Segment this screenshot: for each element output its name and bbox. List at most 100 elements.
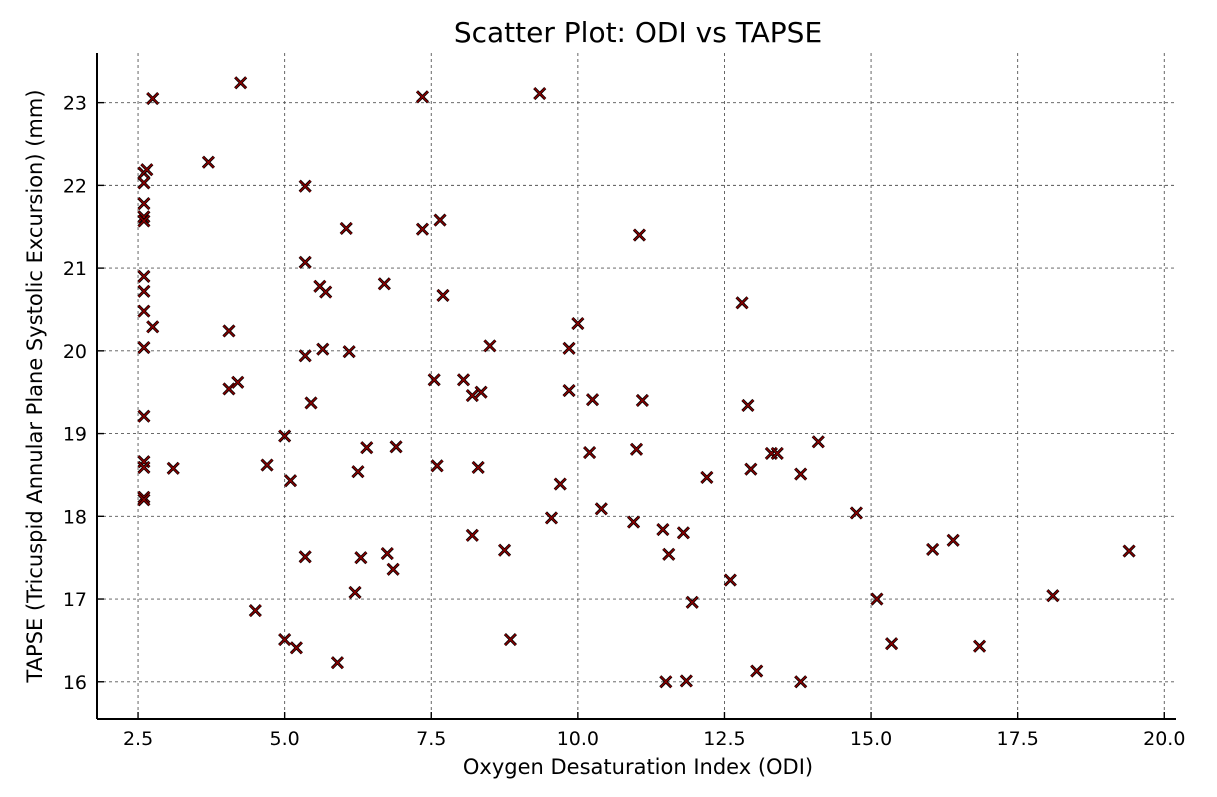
point-marker xyxy=(947,534,960,547)
scatter-point xyxy=(465,388,479,403)
point-marker xyxy=(137,461,150,474)
point-marker xyxy=(284,474,297,487)
point-marker xyxy=(416,223,429,236)
point-marker xyxy=(741,399,754,412)
point-marker xyxy=(885,637,898,650)
x-tick-label: 5.0 xyxy=(270,728,300,750)
scatter-point xyxy=(146,91,160,106)
point-marker xyxy=(771,447,784,460)
y-tick-label: 23 xyxy=(63,93,87,115)
scatter-point xyxy=(260,458,274,472)
y-tick-label: 20 xyxy=(63,341,87,363)
scatter-point xyxy=(544,511,559,525)
point-marker xyxy=(973,640,986,653)
scatter-point xyxy=(436,288,450,302)
y-axis-label: TAPSE (Tricuspid Annular Plane Systolic … xyxy=(23,89,47,683)
x-tick-label: 12.5 xyxy=(703,728,745,750)
point-marker xyxy=(351,465,364,478)
point-marker xyxy=(627,516,640,529)
scatter-point xyxy=(679,674,693,688)
point-marker xyxy=(436,289,449,302)
scatter-point xyxy=(700,470,714,484)
point-marker xyxy=(636,394,649,407)
y-tick-label: 19 xyxy=(63,424,87,446)
point-marker xyxy=(349,586,362,599)
scatter-point xyxy=(562,341,576,355)
scatter-point xyxy=(354,551,368,565)
scatter-point xyxy=(298,550,312,564)
point-marker xyxy=(504,633,517,646)
point-marker xyxy=(299,256,312,269)
point-marker xyxy=(416,90,429,103)
scatter-point xyxy=(503,633,517,647)
y-tick-label: 18 xyxy=(63,506,87,528)
point-marker xyxy=(343,345,356,358)
scatter-point xyxy=(741,398,755,413)
scatter-point xyxy=(140,163,154,177)
scatter-point xyxy=(298,179,312,193)
scatter-point xyxy=(659,675,673,689)
scatter-point xyxy=(662,547,676,561)
scatter-point xyxy=(137,197,151,211)
scatter-point xyxy=(231,375,245,389)
scatter-point xyxy=(222,324,236,338)
scatter-point xyxy=(377,277,391,291)
point-marker xyxy=(378,277,391,290)
point-marker xyxy=(483,339,496,352)
scatter-point xyxy=(146,320,160,334)
scatter-point xyxy=(474,385,488,399)
point-marker xyxy=(137,305,150,318)
scatter-point xyxy=(483,339,497,353)
point-marker xyxy=(750,665,763,678)
scatter-point xyxy=(885,637,899,651)
scatter-point xyxy=(1046,589,1060,603)
scatter-point xyxy=(201,155,215,169)
point-marker xyxy=(360,441,373,454)
x-tick-label: 10.0 xyxy=(557,728,599,750)
point-marker xyxy=(137,210,150,223)
scatter-point xyxy=(304,396,318,410)
point-marker xyxy=(146,92,159,105)
point-marker xyxy=(299,550,312,563)
point-marker xyxy=(249,604,262,617)
scatter-point xyxy=(137,490,151,504)
point-marker xyxy=(1123,545,1136,558)
point-marker xyxy=(472,461,485,474)
scatter-point xyxy=(656,522,670,537)
point-marker xyxy=(475,386,488,399)
scatter-point xyxy=(289,641,303,655)
y-tick-label: 21 xyxy=(63,258,87,280)
y-tick-label: 22 xyxy=(63,175,87,197)
scatter-point xyxy=(433,213,447,227)
scatter-point xyxy=(248,604,262,618)
scatter-point xyxy=(137,284,151,298)
point-marker xyxy=(387,563,400,576)
scatter-point xyxy=(427,373,441,387)
scatter-point xyxy=(685,595,699,609)
point-marker xyxy=(744,463,757,476)
scatter-point xyxy=(298,255,312,269)
point-marker xyxy=(595,502,608,515)
scatter-point xyxy=(389,440,403,454)
scatter-point xyxy=(583,446,597,460)
point-marker xyxy=(466,529,479,542)
point-marker xyxy=(563,384,576,397)
point-marker xyxy=(354,551,367,564)
point-marker xyxy=(498,544,511,557)
point-marker xyxy=(724,574,737,587)
point-marker xyxy=(794,468,807,481)
point-marker xyxy=(563,342,576,355)
point-marker xyxy=(137,270,150,283)
scatter-point xyxy=(137,493,151,507)
point-marker xyxy=(812,435,825,448)
x-tick-label: 17.5 xyxy=(997,728,1039,750)
scatter-point xyxy=(794,467,808,481)
point-marker xyxy=(390,440,403,453)
scatter-point xyxy=(222,382,236,396)
point-marker xyxy=(533,87,546,100)
x-ticks: 2.5 5.0 7.5 10.0 12.5 15.0 17.5 20.0 xyxy=(123,712,1185,750)
point-marker xyxy=(926,543,939,556)
scatter-point xyxy=(627,515,641,529)
point-marker xyxy=(202,156,215,169)
scatter-point xyxy=(465,528,479,542)
